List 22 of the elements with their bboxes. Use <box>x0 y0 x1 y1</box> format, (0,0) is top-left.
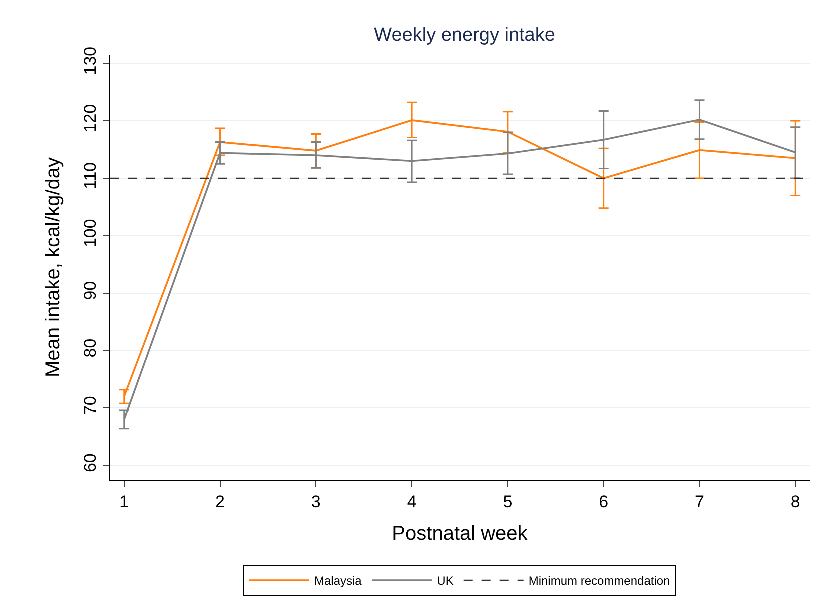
x-tick-label: 4 <box>407 492 417 512</box>
y-tick-label: 70 <box>81 396 100 416</box>
x-axis-title: Postnatal week <box>392 522 529 545</box>
y-tick-label: 100 <box>81 219 100 248</box>
x-tick-label: 2 <box>216 492 226 512</box>
x-tick-label: 7 <box>694 492 704 512</box>
x-tick-label: 5 <box>503 492 513 512</box>
x-tick-label: 6 <box>599 492 609 512</box>
y-axis-title: Mean intake, kcal/kg/day <box>42 157 65 378</box>
y-tick-label: 90 <box>81 281 100 300</box>
x-tick-label: 3 <box>311 492 321 512</box>
y-tick-label: 130 <box>81 46 100 76</box>
y-tick-label: 60 <box>81 454 100 473</box>
legend-label: UK <box>437 574 454 588</box>
x-tick-label: 1 <box>120 492 130 512</box>
y-tick-label: 80 <box>81 338 100 358</box>
legend-label: Minimum recommendation <box>528 574 670 588</box>
chart-title: Weekly energy intake <box>374 24 556 46</box>
x-tick-label: 8 <box>790 492 800 512</box>
legend-label: Malaysia <box>314 574 362 588</box>
y-tick-label: 110 <box>81 162 100 190</box>
y-tick-label: 120 <box>81 104 100 133</box>
